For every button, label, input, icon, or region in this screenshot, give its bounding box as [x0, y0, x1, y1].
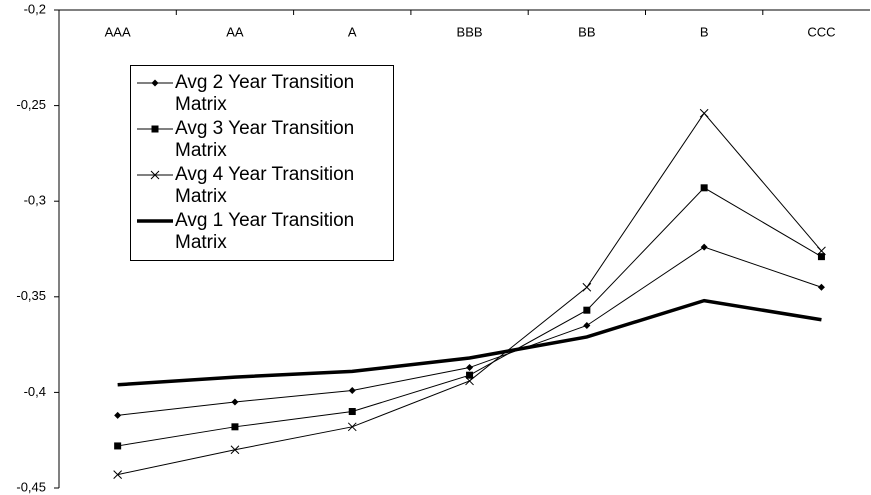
data-point: [348, 386, 356, 394]
data-point: [582, 282, 592, 292]
y-tick-label: -0,35: [16, 288, 46, 303]
legend-swatch: [137, 79, 173, 87]
legend-label: Avg 2 Year Transition Matrix: [175, 72, 355, 115]
x-tick-label: A: [348, 24, 357, 39]
x-tick-label: B: [700, 24, 709, 39]
y-tick-label: -0,3: [24, 193, 46, 208]
data-point: [817, 253, 825, 261]
data-point: [700, 243, 708, 251]
data-point: [466, 364, 474, 372]
legend-entry: Avg 3 Year Transition Matrix: [131, 118, 393, 162]
series-line: [117, 246, 822, 416]
y-tick-label: -0,4: [24, 384, 46, 399]
data-point: [583, 306, 591, 314]
legend-label: Avg 1 Year Transition Matrix: [175, 210, 355, 253]
legend-label: Avg 3 Year Transition Matrix: [175, 118, 355, 161]
data-point: [114, 411, 122, 419]
legend-entry: Avg 1 Year Transition Matrix: [131, 210, 393, 254]
data-point: [231, 398, 239, 406]
data-point: [113, 470, 123, 479]
legend-swatch: [137, 170, 173, 180]
legend-entry: Avg 4 Year Transition Matrix: [131, 164, 393, 208]
data-point: [465, 376, 474, 386]
legend-label: Avg 4 Year Transition Matrix: [175, 164, 355, 207]
data-point: [348, 408, 356, 416]
series-line: [117, 298, 822, 387]
data-point: [114, 442, 122, 450]
legend-marker: [150, 170, 160, 180]
x-tick-label: AAA: [105, 24, 131, 39]
legend-swatch: [137, 219, 173, 223]
legend-entry: Avg 2 Year Transition Matrix: [131, 72, 393, 116]
y-tick-label: -0,45: [16, 479, 46, 494]
data-point: [700, 184, 708, 192]
x-tick-label: CCC: [807, 24, 835, 39]
x-tick-label: BB: [578, 24, 595, 39]
y-tick-label: -0,2: [24, 1, 46, 16]
data-point: [347, 422, 357, 432]
legend-marker: [151, 125, 159, 133]
data-point: [817, 246, 826, 256]
data-point: [817, 283, 825, 291]
data-point: [230, 445, 240, 455]
x-tick-label: BBB: [457, 24, 483, 39]
legend: Avg 2 Year Transition Matrix Avg 3 Year T…: [130, 65, 394, 261]
data-point: [583, 321, 591, 329]
legend-swatch: [137, 125, 173, 133]
y-tick-label: -0,25: [16, 97, 46, 112]
legend-marker: [151, 79, 159, 87]
data-point: [231, 423, 239, 431]
x-tick-label: AA: [226, 24, 244, 39]
data-point: [699, 108, 709, 118]
data-point: [466, 371, 474, 379]
